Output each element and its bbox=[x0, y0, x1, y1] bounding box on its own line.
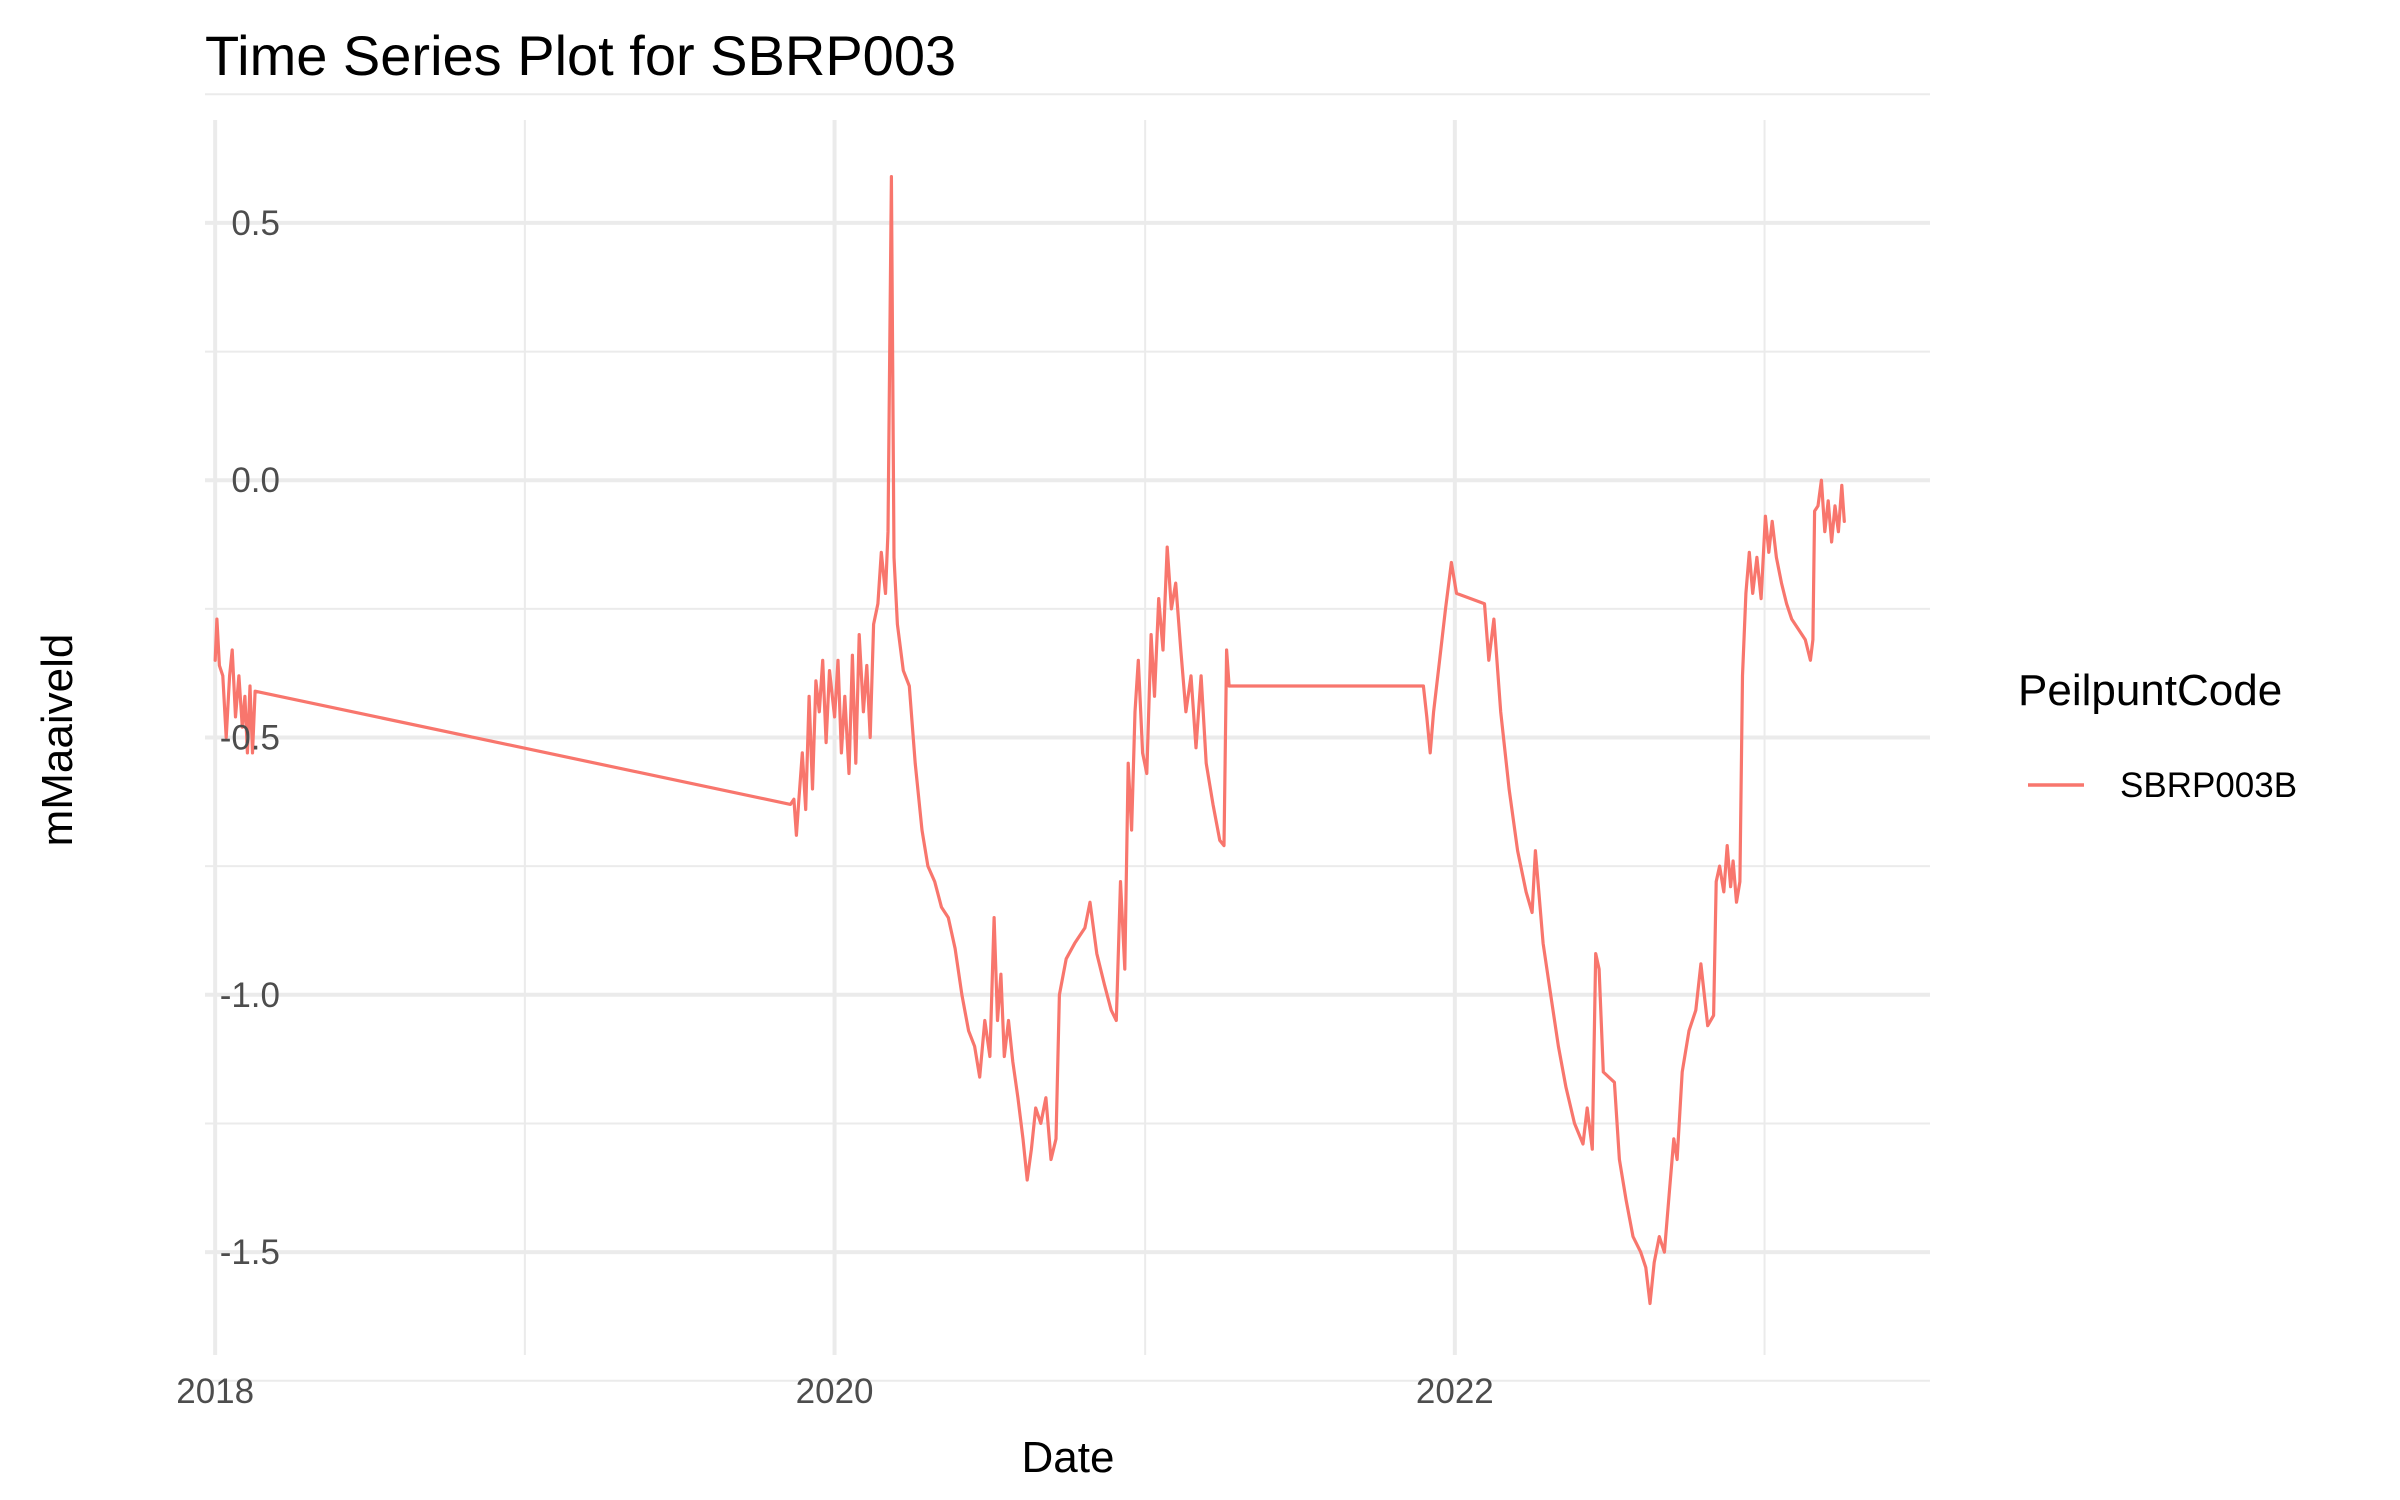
x-axis-title: Date bbox=[1022, 1433, 1115, 1482]
y-tick-label: 0.0 bbox=[231, 461, 280, 500]
x-tick-label: 2018 bbox=[176, 1372, 254, 1411]
y-tick-label: -0.5 bbox=[220, 719, 280, 758]
major-gridlines bbox=[205, 120, 1930, 1355]
legend-title: PeilpuntCode bbox=[2018, 666, 2282, 715]
chart-title: Time Series Plot for SBRP003 bbox=[205, 24, 956, 87]
x-tick-label: 2020 bbox=[796, 1372, 874, 1411]
x-tick-label: 2022 bbox=[1416, 1372, 1494, 1411]
y-tick-label: -1.5 bbox=[220, 1233, 280, 1272]
legend-label-sbrp003b: SBRP003B bbox=[2120, 766, 2297, 805]
series-line-sbrp003b bbox=[213, 175, 1846, 1306]
y-tick-label: 0.5 bbox=[231, 204, 280, 243]
y-tick-label: -1.0 bbox=[220, 976, 280, 1015]
y-tick-labels: 0.5 0.0 -0.5 -1.0 -1.5 bbox=[220, 204, 280, 1272]
x-tick-labels: 2018 2020 2022 bbox=[176, 1372, 1494, 1411]
series-layer bbox=[213, 175, 1846, 1306]
legend: PeilpuntCode SBRP003B bbox=[2018, 666, 2297, 805]
y-axis-title: mMaaiveld bbox=[33, 634, 82, 847]
